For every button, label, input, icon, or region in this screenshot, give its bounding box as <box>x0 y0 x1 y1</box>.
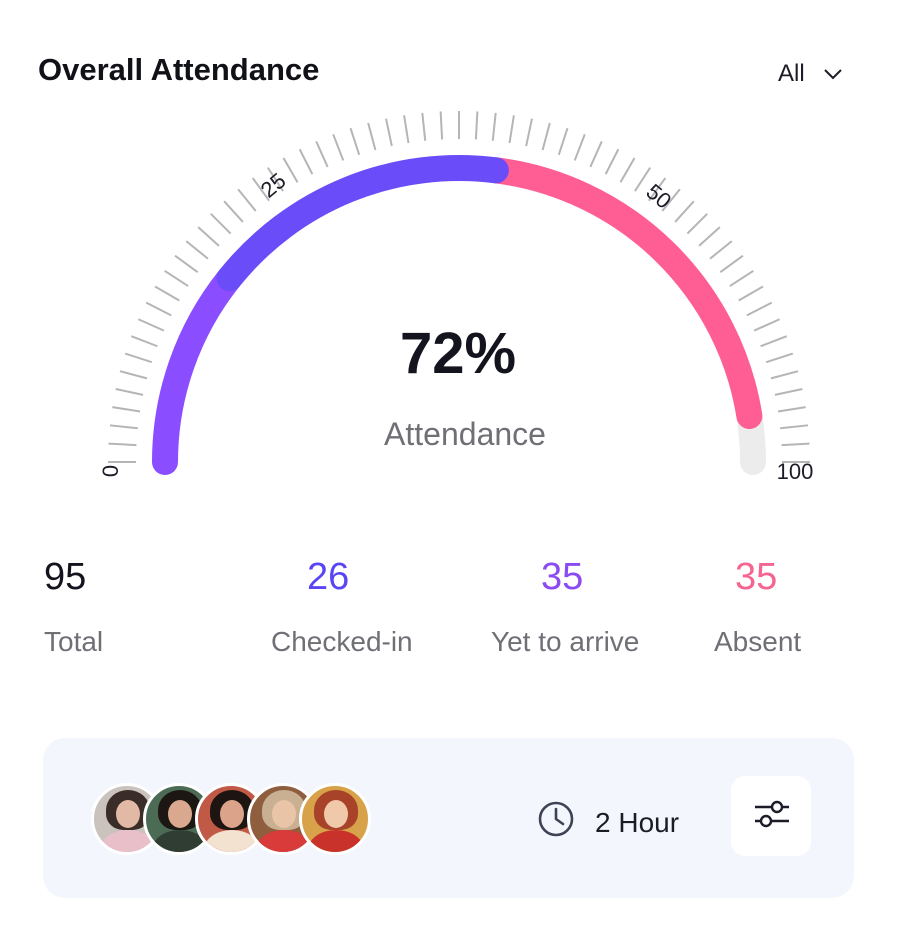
gauge-tick <box>648 177 667 202</box>
stat-absent: 35 Absent <box>714 556 801 658</box>
gauge-tick <box>119 370 148 380</box>
gauge-tick <box>557 127 569 156</box>
gauge-tick <box>781 442 810 447</box>
gauge-tick <box>315 140 329 168</box>
gauge-tick <box>403 115 410 144</box>
stat-label: Absent <box>714 626 802 657</box>
gauge-tick <box>112 406 141 413</box>
gauge-tick <box>541 122 551 151</box>
gauge-tick <box>765 352 794 364</box>
gauge-tick <box>367 122 377 151</box>
gauge-tick <box>774 388 803 396</box>
filter-dropdown[interactable]: All <box>778 60 843 88</box>
gauge-tick <box>109 424 138 430</box>
gauge-tick <box>525 118 533 147</box>
gauge-tick <box>130 335 158 348</box>
gauge-tick-label-50: 50 <box>641 179 676 214</box>
gauge-tick <box>729 269 754 287</box>
stat-total: 95 Total <box>44 558 103 658</box>
gauge-segment <box>482 157 763 430</box>
gauge-tick <box>634 167 652 192</box>
gauge-tick <box>385 118 393 147</box>
chevron-down-icon <box>823 68 843 80</box>
gauge-tick <box>197 226 220 247</box>
filter-settings-button[interactable] <box>731 776 811 856</box>
gauge-tick <box>145 301 172 317</box>
gauge-tick <box>439 111 444 140</box>
gauge-tick <box>760 335 788 348</box>
gauge-tick <box>753 318 781 332</box>
stat-value: 35 <box>735 556 778 598</box>
gauge-tick <box>508 115 515 144</box>
gauge-tick <box>777 406 806 413</box>
gauge-tick <box>661 188 681 212</box>
gauge-tick <box>223 200 244 223</box>
gauge-tick <box>266 167 284 192</box>
attendance-gauge: 0 25 50 100 72% Attendance <box>98 111 814 484</box>
gauge-tick-label-0: 0 <box>98 465 123 477</box>
stat-label: Checked-in <box>271 626 413 657</box>
gauge-tick <box>573 133 586 161</box>
gauge-tick <box>421 112 427 141</box>
gauge-tick <box>738 285 764 302</box>
gauge-tick <box>719 254 744 273</box>
gauge-tick <box>332 133 345 161</box>
sliders-icon <box>753 797 789 836</box>
stat-label: Total <box>44 626 104 657</box>
gauge-segment <box>152 265 243 475</box>
gauge-tick <box>210 213 232 235</box>
duration-display: 2 Hour <box>537 800 679 845</box>
gauge-tick <box>282 157 299 183</box>
card-title: Overall Attendance <box>38 52 320 87</box>
gauge-tick <box>298 148 314 175</box>
gauge-tick <box>746 301 773 317</box>
gauge-tick <box>474 111 479 140</box>
duration-label: 2 Hour <box>595 806 680 838</box>
gauge-tick-label-25: 25 <box>256 168 291 203</box>
gauge-tick-label-100: 100 <box>777 459 814 484</box>
gauge-tick <box>137 318 165 332</box>
gauge-tick <box>251 177 270 202</box>
filter-value: All <box>778 60 805 87</box>
gauge-tick <box>124 352 153 364</box>
gauge-tick <box>349 127 361 156</box>
gauge-tick <box>770 370 799 380</box>
gauge-arcs <box>152 155 766 475</box>
gauge-ticks <box>108 111 810 463</box>
gauge-tick <box>115 388 144 396</box>
gauge-tick <box>674 200 695 223</box>
avatar[interactable] <box>299 783 371 855</box>
attendance-percent: 72% <box>400 321 516 386</box>
gauge-tick <box>780 424 809 430</box>
gauge-tick <box>154 285 180 302</box>
gauge-tick <box>589 140 603 168</box>
attendee-panel: 2 Hour <box>43 738 854 898</box>
stat-value: 35 <box>541 556 584 598</box>
gauge-tick <box>164 269 189 287</box>
gauge-tick <box>686 213 708 235</box>
clock-icon <box>537 800 575 845</box>
stat-value: 26 <box>307 556 350 598</box>
gauge-tick <box>604 148 620 175</box>
gauge-tick <box>709 240 733 260</box>
gauge-tick <box>491 112 497 141</box>
attendance-caption: Attendance <box>384 416 546 452</box>
stat-checked-in: 26 Checked-in <box>271 556 413 658</box>
gauge-tick <box>185 240 209 260</box>
gauge-segment <box>216 155 509 292</box>
gauge-tick <box>108 442 137 447</box>
gauge-tick <box>237 188 257 212</box>
gauge-tick <box>619 157 636 183</box>
gauge-tick <box>174 254 199 273</box>
stat-value: 95 <box>44 556 87 598</box>
gauge-tick <box>698 226 721 247</box>
stat-yet-to-arrive: 35 Yet to arrive <box>491 556 639 658</box>
avatar[interactable] <box>247 783 319 855</box>
stat-label: Yet to arrive <box>491 626 640 657</box>
